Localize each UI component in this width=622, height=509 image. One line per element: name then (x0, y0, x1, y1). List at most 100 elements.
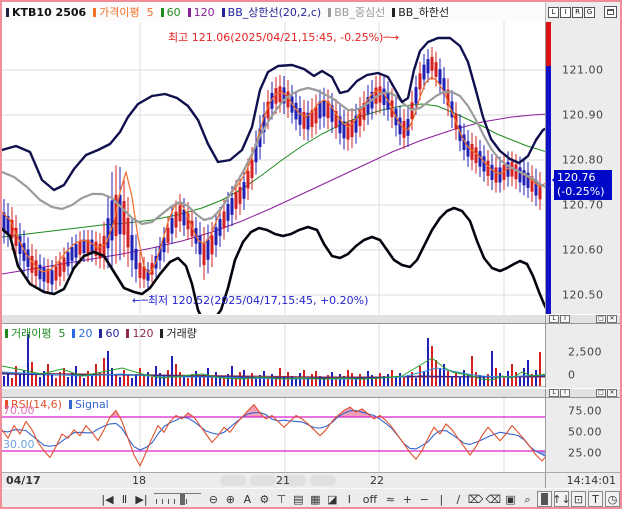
legend-label: Signal (74, 398, 109, 411)
slider-thumb[interactable] (179, 493, 185, 505)
text-tool-icon: T (592, 492, 599, 506)
sort-updown-icon: ↑↓ (552, 492, 571, 506)
window-button-g[interactable]: G (584, 6, 595, 18)
erase-one-button[interactable]: ⌦ (468, 491, 484, 507)
watermark (310, 475, 336, 486)
time-slider[interactable] (154, 492, 201, 506)
remove-line-button[interactable]: − (417, 491, 432, 507)
legend-label: 20 (78, 326, 93, 340)
pane-close-button[interactable]: ✕ (607, 315, 617, 323)
window-button-r[interactable]: R (572, 6, 583, 18)
add-line-button[interactable]: + (400, 491, 415, 507)
current-price-badge: 120.76 (-0.25%) (552, 170, 612, 200)
rsi-plot[interactable]: RSI(14,6) Signal 70.00 30.00 (2, 398, 545, 472)
crosshair-tool-icon: ⊤ (276, 492, 287, 506)
area-chart-button[interactable]: ◪ (325, 491, 340, 507)
date-axis-label: 21 (276, 474, 290, 487)
pane-button-i[interactable]: I (560, 315, 570, 323)
legend-label: 5 (146, 5, 154, 19)
legend-bullet-icon (160, 328, 164, 338)
trend-line-button[interactable]: ∕ (451, 491, 466, 507)
session-low-annotation: ←─최저 120.52(2025/04/17,15:45, +0.20%) (132, 294, 369, 307)
rsi-axis-label: 50.00 (568, 425, 602, 439)
interval-button[interactable]: I (342, 491, 357, 507)
pane-restore-button[interactable]: □ (596, 315, 606, 323)
window-button-l[interactable]: L (548, 6, 559, 18)
zoom-out-button[interactable]: ⊖ (206, 491, 221, 507)
legend-label: 거래량 (166, 327, 197, 340)
watermark (220, 475, 246, 486)
legend-item: 60 (160, 5, 181, 19)
off-toggle-button[interactable]: off (359, 491, 381, 507)
legend-bullet-icon (5, 328, 8, 338)
legend-item: KTB10 2506 (6, 6, 86, 19)
pane-button-l[interactable]: L (549, 389, 559, 397)
price-chart-plot[interactable]: 최고 121.06(2025/04/21,15:45, -0.25%)─→ ←─… (2, 22, 545, 314)
legend-item: BB_상한선(20,2,c) (221, 4, 321, 20)
fullscreen-icon: ⊡ (573, 492, 584, 506)
clock-readout: 14:14:01 (545, 473, 620, 488)
legend-label: 120 (132, 326, 154, 340)
pane-button-l[interactable]: L (549, 315, 559, 323)
rsi-threshold-label: 30.00 (3, 438, 35, 451)
magnifier-icon: ⌕ (524, 492, 531, 506)
volume-plot[interactable]: 거래이평 5 20 60 120 거래량 (2, 324, 545, 388)
skip-to-start-button[interactable]: |◀ (100, 491, 115, 507)
pane-restore-button[interactable]: □ (596, 389, 606, 397)
pause-button[interactable]: Ⅱ (117, 491, 132, 507)
vertical-line-button[interactable]: | (434, 491, 449, 507)
range-scrollbar[interactable] (546, 22, 551, 314)
sort-updown-button[interactable]: ↑↓ (552, 491, 571, 507)
scroll-block-button[interactable] (537, 491, 552, 507)
legend-bullet-icon (6, 7, 9, 17)
erase-all-button[interactable]: ⌫ (485, 491, 501, 507)
legend-item: 5 (147, 6, 154, 19)
legend-bullet-icon (392, 7, 396, 17)
window-button-i[interactable]: I (560, 6, 571, 18)
pane-button-i[interactable]: I (560, 389, 570, 397)
pane-close-button[interactable]: ✕ (607, 389, 617, 397)
text-size-button[interactable]: A (240, 491, 255, 507)
skip-to-start-icon: |◀ (101, 492, 114, 506)
chart-style-button[interactable]: ▤ (291, 491, 306, 507)
watermark (250, 475, 276, 486)
legend-label: 120 (193, 5, 215, 19)
legend-label: 60 (166, 5, 181, 19)
skip-to-end-button[interactable]: ▶| (134, 491, 149, 507)
rsi-axis-label: 25.00 (568, 446, 602, 460)
maximize-button[interactable] (604, 6, 617, 18)
windows-icon: ▣ (505, 492, 516, 506)
price-axis-label: 120.80 (562, 153, 604, 167)
wave-tool-button[interactable]: ≈ (383, 491, 398, 507)
watermark (280, 475, 306, 486)
zoom-in-icon: ⊕ (225, 492, 235, 506)
data-table-button[interactable]: ▦ (308, 491, 323, 507)
clock-button[interactable]: ◷ (605, 491, 620, 507)
text-size-icon: A (243, 492, 252, 506)
session-high-annotation: 최고 121.06(2025/04/21,15:45, -0.25%)─→ (168, 31, 400, 44)
legend-item: 거래이평 (5, 325, 51, 341)
off-toggle-icon: off (362, 492, 378, 506)
vertical-line-icon: | (439, 492, 444, 506)
settings-button[interactable]: ⚙ (257, 491, 272, 507)
trend-line-icon: ∕ (456, 492, 461, 506)
volume-axis-panel: 2,500 0 (545, 324, 620, 388)
zoom-in-button[interactable]: ⊕ (223, 491, 238, 507)
current-change: (-0.25%) (557, 185, 605, 198)
crosshair-tool-button[interactable]: ⊤ (274, 491, 289, 507)
wave-tool-icon: ≈ (385, 492, 395, 506)
fullscreen-button[interactable]: ⊡ (571, 491, 586, 507)
erase-all-icon: ⌫ (485, 492, 501, 506)
legend-label: 5 (58, 326, 66, 340)
add-line-icon: + (402, 492, 412, 506)
zoom-out-icon: ⊖ (208, 492, 218, 506)
windows-button[interactable]: ▣ (503, 491, 518, 507)
volume-canvas (2, 324, 545, 388)
pause-icon: Ⅱ (121, 492, 128, 506)
legend-label: 60 (105, 326, 120, 340)
magnifier-button[interactable]: ⌕ (520, 491, 535, 507)
text-tool-button[interactable]: T (588, 491, 603, 507)
